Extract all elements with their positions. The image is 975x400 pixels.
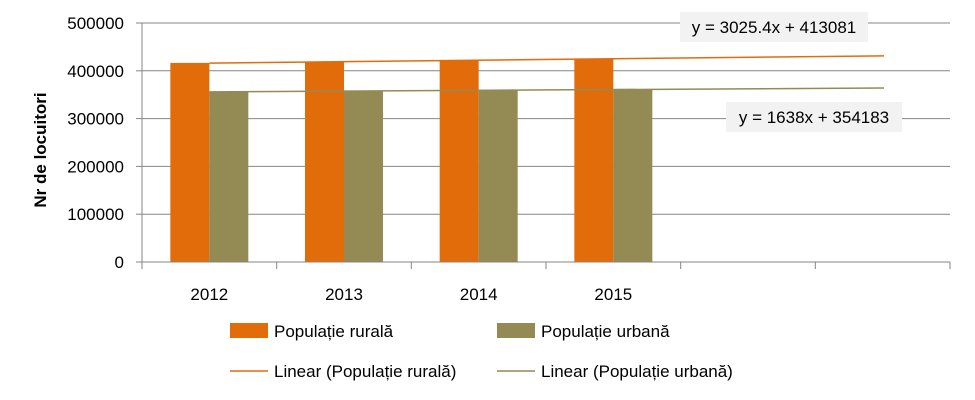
- bar-rural: [574, 59, 614, 262]
- x-tick-label: 2014: [460, 285, 498, 304]
- equation-label: y = 1638x + 354183: [739, 108, 889, 127]
- x-tick-label: 2012: [190, 285, 228, 304]
- equation-box: [726, 102, 902, 132]
- bar-urban: [209, 91, 249, 262]
- y-tick-label: 0: [115, 253, 124, 272]
- bar-rural: [439, 60, 479, 263]
- y-tick-label: 500000: [67, 14, 124, 33]
- bar-urban: [344, 91, 383, 263]
- legend-swatch: [497, 323, 535, 338]
- x-tick-label: 2013: [325, 285, 363, 304]
- trendlines: [209, 55, 885, 93]
- gridlines: [142, 22, 950, 215]
- bar-rural: [305, 61, 344, 262]
- trendline-equations: y = 3025.4x + 413081 y = 1638x + 354183: [680, 12, 902, 132]
- y-tick-labels: 0 100000 200000 300000 400000 500000: [67, 14, 124, 272]
- legend-label: Linear (Populație urbană): [541, 362, 733, 381]
- bar-urban: [613, 89, 653, 262]
- trendline-rural: [209, 55, 885, 64]
- x-tick-label: 2015: [594, 285, 632, 304]
- bar-rural: [170, 62, 210, 263]
- y-tick-label: 300000: [67, 110, 124, 129]
- legend-label: Linear (Populație rurală): [274, 362, 456, 381]
- legend: Populație rurală Populație urbană Linear (…: [230, 322, 733, 381]
- legend-label: Populație urbană: [541, 322, 670, 341]
- y-tick-label: 400000: [67, 62, 124, 81]
- axes: [136, 22, 951, 269]
- trendline-urban: [209, 87, 885, 93]
- y-tick-label: 200000: [67, 157, 124, 176]
- bars: [170, 59, 653, 263]
- x-tick-labels: 2012 2013 2014 2015: [190, 285, 632, 304]
- bar-urban: [478, 90, 518, 262]
- legend-label: Populație rurală: [274, 322, 394, 341]
- equation-label: y = 3025.4x + 413081: [692, 18, 856, 37]
- equation-box: [680, 12, 868, 42]
- y-axis-label: Nr de locuitori: [31, 92, 50, 207]
- y-tick-label: 100000: [67, 205, 124, 224]
- legend-swatch: [230, 323, 268, 338]
